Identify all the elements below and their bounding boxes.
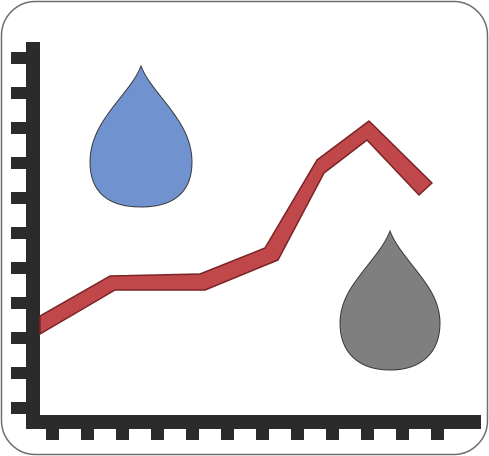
y-axis-tick [11,332,27,344]
y-axis [26,42,40,429]
y-axis-tick [11,192,27,204]
x-axis-tick [221,428,234,440]
y-axis-ticks [11,52,27,414]
x-axis-ticks [46,428,444,440]
x-axis-tick [256,428,269,440]
x-axis-tick [361,428,374,440]
y-axis-tick [11,262,27,274]
x-axis [26,415,481,429]
y-axis-tick [11,87,27,99]
y-axis-tick [11,367,27,379]
rising-trend-line [39,120,433,335]
y-axis-tick [11,297,27,309]
x-axis-tick [396,428,409,440]
x-axis-tick [116,428,129,440]
x-axis-tick [151,428,164,440]
gray-water-drop-icon [339,229,441,371]
y-axis-tick [11,52,27,64]
y-axis-tick [11,227,27,239]
chart-axes [11,42,481,440]
x-axis-tick [431,428,444,440]
y-axis-tick [11,157,27,169]
x-axis-tick [46,428,59,440]
x-axis-tick [326,428,339,440]
x-axis-tick [291,428,304,440]
y-axis-tick [11,122,27,134]
x-axis-tick [81,428,94,440]
y-axis-tick [11,402,27,414]
blue-water-drop-icon [89,64,193,208]
x-axis-tick [186,428,199,440]
